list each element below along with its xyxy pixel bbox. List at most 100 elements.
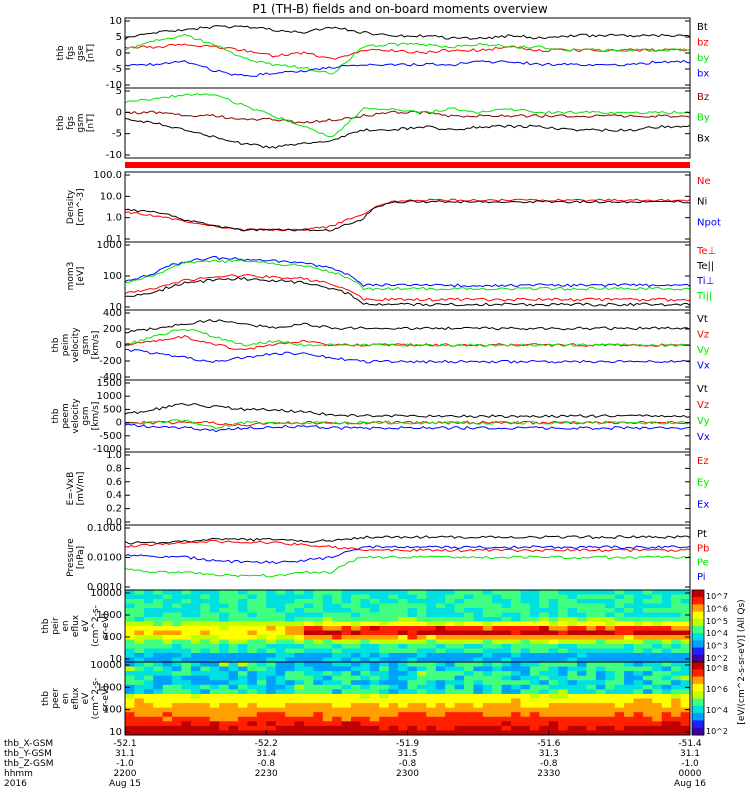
heatmap-cell	[595, 648, 606, 654]
heatmap-cell	[153, 675, 164, 681]
heatmap-cell	[652, 639, 663, 645]
heatmap-cell	[388, 599, 399, 604]
heatmap-cell	[379, 680, 390, 686]
heatmap-cell	[247, 666, 258, 672]
heatmap-cell	[586, 590, 597, 595]
heatmap-cell	[642, 644, 653, 649]
heatmap-cell	[162, 721, 173, 727]
heatmap-cell	[369, 662, 380, 668]
heatmap-cell	[247, 599, 258, 604]
heatmap-cell	[313, 662, 324, 668]
heatmap-cell	[614, 599, 625, 604]
heatmap-cell	[595, 684, 606, 690]
heatmap-cell	[294, 684, 305, 690]
heatmap-cell	[313, 630, 324, 636]
heatmap-cell	[426, 666, 437, 672]
heatmap-cell	[671, 666, 682, 672]
heatmap-cell	[143, 698, 154, 704]
heatmap-cell	[200, 630, 211, 636]
heatmap-cell	[143, 703, 154, 709]
heatmap-cell	[633, 590, 644, 595]
heatmap-cell	[671, 684, 682, 690]
series-Bz-line	[124, 110, 691, 124]
heatmap-cell	[209, 644, 220, 649]
figure-title: P1 (TH-B) fields and on-board moments ov…	[252, 2, 548, 16]
heatmap-cell	[661, 666, 672, 672]
heatmap-cell	[567, 590, 578, 595]
heatmap-cell	[162, 621, 173, 627]
heatmap-cell	[671, 716, 682, 722]
heatmap-cell	[388, 639, 399, 645]
heatmap-cell	[586, 653, 597, 658]
heatmap-cell	[539, 712, 550, 718]
heatmap-cell	[482, 639, 493, 645]
heatmap-cell	[680, 698, 691, 704]
colorbar-segment	[692, 691, 704, 699]
y-axis-label: [nT]	[86, 44, 96, 62]
heatmap-cell	[351, 594, 361, 600]
heatmap-cell	[143, 603, 154, 609]
heatmap-cell	[605, 730, 616, 736]
heatmap-cell	[614, 662, 625, 668]
heatmap-cell	[661, 653, 672, 658]
heatmap-cell	[172, 621, 182, 627]
heatmap-cell	[520, 662, 531, 668]
colorbar-segment	[692, 611, 704, 620]
heatmap-cell	[369, 603, 380, 609]
heatmap-cell	[134, 725, 145, 731]
y-tick-label: -500	[99, 431, 122, 442]
heatmap-cell	[303, 716, 314, 722]
heatmap-cell	[162, 698, 173, 704]
heatmap-cell	[520, 590, 531, 595]
heatmap-cell	[511, 603, 521, 609]
y-tick-label: 1000	[97, 610, 122, 621]
footer-value: -51.9	[396, 739, 420, 749]
heatmap-cell	[567, 621, 578, 627]
heatmap-cell	[172, 635, 182, 640]
y-tick-label: 1.0	[106, 213, 122, 224]
heatmap-cell	[285, 612, 295, 618]
heatmap-cell	[482, 617, 493, 622]
heatmap-cell	[473, 707, 484, 713]
heatmap-cell	[680, 725, 691, 731]
heatmap-cell	[435, 612, 446, 618]
heatmap-cell	[567, 639, 578, 645]
heatmap-cell	[266, 721, 277, 727]
heatmap-cell	[303, 730, 314, 736]
heatmap-cell	[445, 725, 456, 731]
heatmap-cell	[238, 653, 248, 658]
heatmap-cell	[558, 599, 569, 604]
heatmap-cell	[360, 725, 371, 731]
heatmap-cell	[219, 721, 230, 727]
heatmap-cell	[190, 684, 201, 690]
heatmap-cell	[369, 666, 380, 672]
heatmap-cell	[209, 599, 220, 604]
legend-1: Ey	[697, 478, 709, 489]
heatmap-cell	[172, 599, 182, 604]
heatmap-cell	[445, 712, 456, 718]
heatmap-cell	[445, 612, 456, 618]
heatmap-cell	[303, 680, 314, 686]
heatmap-cell	[238, 680, 248, 686]
heatmap-cell	[162, 730, 173, 736]
heatmap-cell	[416, 644, 427, 649]
heatmap-cell	[539, 621, 550, 627]
y-axis-label: peir	[51, 617, 61, 635]
heatmap-cell	[238, 644, 248, 649]
heatmap-cell	[652, 599, 663, 604]
heatmap-cell	[539, 716, 550, 722]
heatmap-cell	[633, 635, 644, 640]
heatmap-cell	[238, 671, 248, 677]
heatmap-cell	[379, 712, 390, 718]
heatmap-cell	[341, 730, 352, 736]
heatmap-cell	[586, 675, 597, 681]
heatmap-cell	[351, 693, 361, 699]
legend-0: Te⊥	[696, 246, 716, 257]
heatmap-cell	[294, 626, 305, 631]
heatmap-cell	[661, 712, 672, 718]
heatmap-cell	[181, 603, 192, 609]
heatmap-cell	[181, 617, 192, 622]
heatmap-cell	[285, 621, 295, 627]
heatmap-cell	[256, 626, 267, 631]
heatmap-cell	[369, 698, 380, 704]
